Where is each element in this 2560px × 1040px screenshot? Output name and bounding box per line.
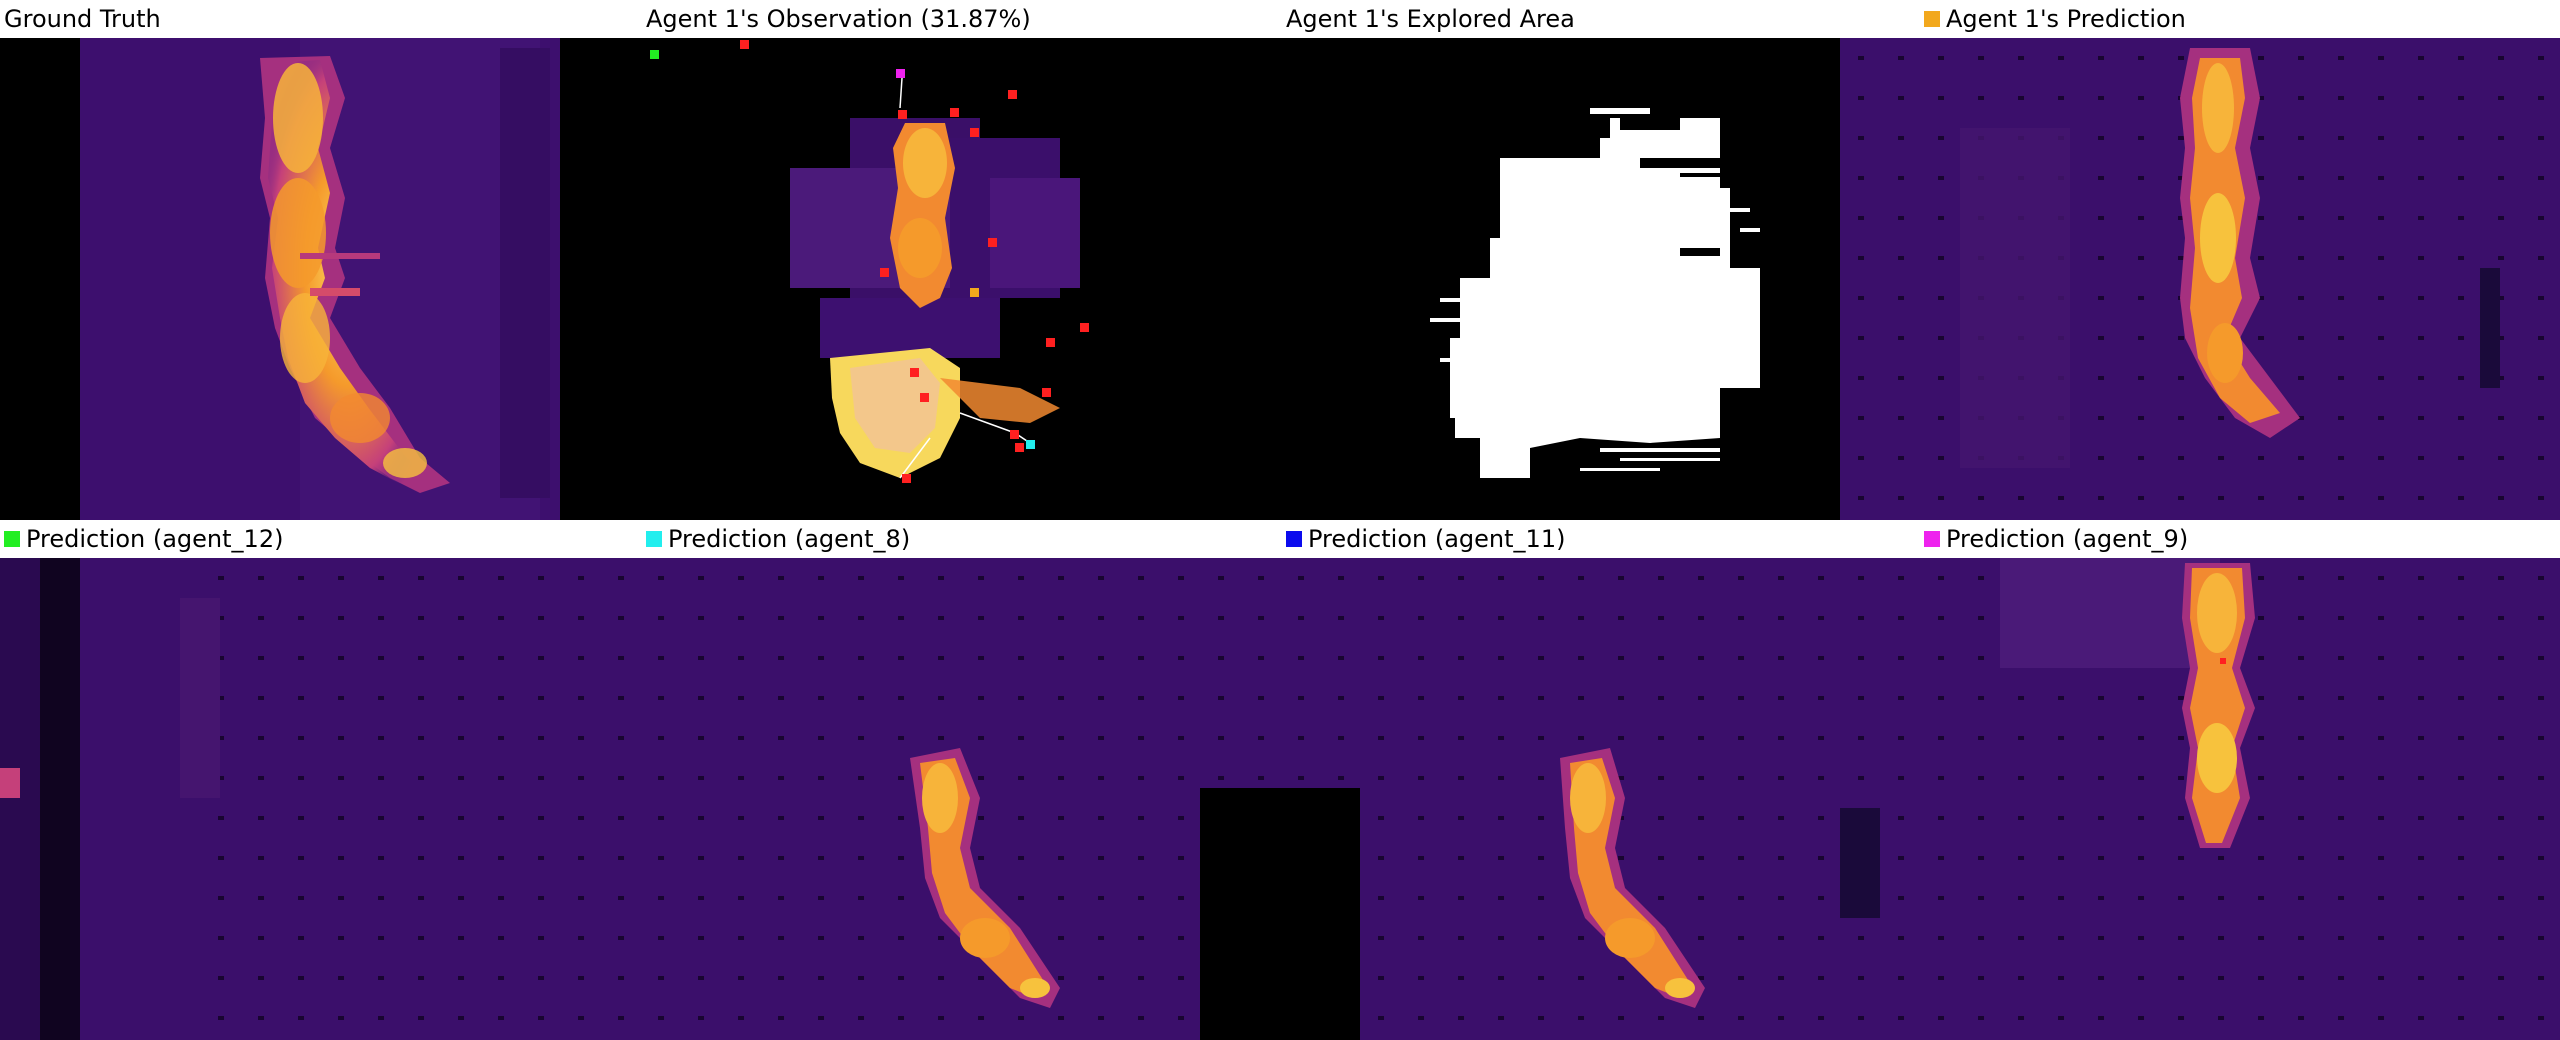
label-agent1-explored: Agent 1's Explored Area bbox=[1286, 5, 1575, 33]
agent11-color-swatch bbox=[1286, 531, 1302, 547]
label-agent11-prediction: Prediction (agent_11) bbox=[1286, 520, 1565, 558]
agent12-color-swatch bbox=[4, 531, 20, 547]
agent1-prediction-panel bbox=[1840, 38, 2560, 520]
agent8-color-swatch bbox=[646, 531, 662, 547]
ground-truth-panel bbox=[0, 38, 560, 520]
label-agent12-prediction: Prediction (agent_12) bbox=[4, 520, 283, 558]
label-ground-truth: Ground Truth bbox=[4, 5, 161, 33]
label-agent8-prediction: Prediction (agent_8) bbox=[646, 520, 910, 558]
agent1-color-swatch bbox=[1924, 11, 1940, 27]
agent12-prediction-panel bbox=[0, 558, 640, 1040]
observation-panel bbox=[560, 38, 1200, 520]
label-agent1-observation: Agent 1's Observation (31.87%) bbox=[646, 5, 1031, 33]
agent11-prediction-panel bbox=[1280, 558, 1920, 1040]
agent9-prediction-panel bbox=[1920, 558, 2560, 1040]
label-agent1-prediction: Agent 1's Prediction bbox=[1924, 0, 2186, 38]
label-agent9-prediction: Prediction (agent_9) bbox=[1924, 520, 2188, 558]
explored-area-panel bbox=[1200, 38, 1840, 520]
agent8-prediction-panel bbox=[640, 558, 1280, 1040]
agent9-color-swatch bbox=[1924, 531, 1940, 547]
